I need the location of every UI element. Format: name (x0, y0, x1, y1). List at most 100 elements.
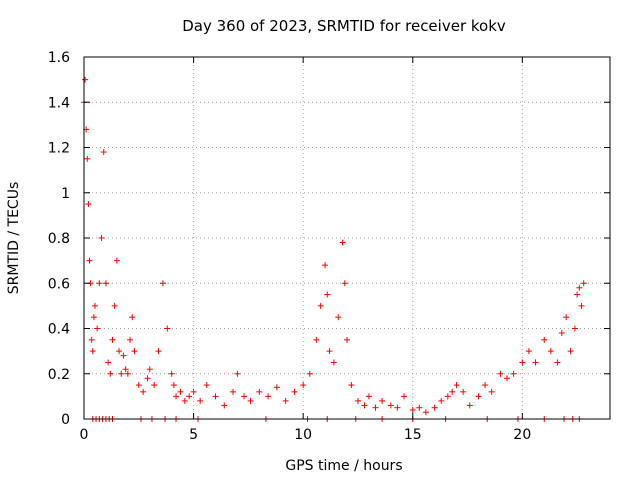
axis-ticks: 0 5 10 15 20 0 0.2 0.4 0.6 0.8 1 1.2 1.4 1.6 (48, 50, 610, 443)
grid-lines (84, 57, 610, 419)
data-points (81, 76, 587, 422)
y-tick-label: 1.4 (48, 95, 70, 111)
data-point (580, 280, 587, 287)
data-point (170, 382, 177, 389)
data-point (84, 155, 91, 162)
data-point (300, 382, 307, 389)
data-point (460, 388, 467, 395)
data-point (118, 370, 125, 377)
data-point (265, 393, 272, 400)
data-point (282, 397, 289, 404)
data-point (482, 382, 489, 389)
data-point (341, 280, 348, 287)
data-point (387, 402, 394, 409)
data-point (203, 382, 210, 389)
data-point (88, 336, 95, 343)
data-point (113, 257, 120, 264)
chart-title: Day 360 of 2023, SRMTID for receiver kok… (182, 17, 506, 35)
data-point (96, 280, 103, 287)
data-point (256, 388, 263, 395)
data-point (120, 352, 127, 359)
data-point (111, 302, 118, 309)
data-point (122, 366, 129, 373)
data-point (116, 348, 123, 355)
data-point (151, 382, 158, 389)
x-tick-label: 15 (404, 427, 422, 443)
x-tick-label: 10 (294, 427, 312, 443)
data-point (365, 393, 372, 400)
data-point (416, 404, 423, 411)
data-point (449, 388, 456, 395)
data-point (98, 235, 105, 241)
y-tick-label: 1 (61, 186, 70, 202)
data-point (131, 348, 138, 355)
data-point (313, 336, 320, 343)
data-point (488, 388, 495, 395)
data-point (127, 336, 134, 343)
y-axis-label: SRMTID / TECUs (6, 182, 22, 295)
x-tick-label: 0 (80, 427, 89, 443)
x-axis-label: GPS time / hours (285, 458, 402, 474)
data-point (146, 366, 153, 373)
data-point (525, 348, 532, 355)
data-point (422, 409, 429, 416)
data-point (168, 370, 175, 377)
data-point (335, 314, 342, 321)
data-point (164, 325, 171, 332)
y-tick-label: 0.8 (48, 231, 70, 247)
data-point (109, 336, 116, 343)
data-point (107, 370, 114, 377)
data-point (86, 257, 93, 264)
data-point (124, 370, 131, 377)
y-tick-label: 0.2 (48, 367, 70, 383)
data-point (100, 149, 107, 156)
data-point (197, 397, 204, 404)
data-point (291, 388, 298, 395)
y-tick-label: 0.4 (48, 322, 70, 338)
data-point (85, 201, 92, 208)
data-point (89, 348, 96, 355)
data-point (186, 393, 193, 400)
data-point (234, 370, 241, 377)
x-tick-label: 20 (513, 427, 531, 443)
data-point (324, 291, 331, 298)
data-point (135, 382, 142, 389)
y-tick-label: 1.6 (48, 50, 70, 66)
data-point (475, 393, 482, 400)
data-point (497, 370, 504, 377)
data-point (409, 406, 416, 413)
data-point (91, 302, 98, 309)
x-tick-label: 5 (189, 427, 198, 443)
data-point (554, 359, 561, 366)
data-point (379, 397, 386, 404)
y-tick-label: 0 (61, 412, 70, 428)
data-point (82, 76, 89, 83)
data-point (431, 404, 438, 411)
data-point (354, 397, 361, 404)
data-point (372, 404, 379, 411)
data-point (105, 359, 112, 366)
data-point (155, 348, 162, 355)
data-point (240, 393, 247, 400)
data-point (247, 397, 254, 404)
data-point (532, 359, 539, 366)
data-point (102, 280, 109, 287)
data-point (400, 393, 407, 400)
y-tick-label: 0.6 (48, 276, 70, 292)
data-point (90, 314, 97, 321)
data-point (547, 348, 554, 355)
data-point (453, 382, 460, 389)
data-point (348, 382, 355, 389)
data-point (558, 330, 565, 337)
data-point (177, 388, 184, 395)
plot-frame (83, 56, 611, 420)
data-point (361, 402, 368, 409)
data-point (576, 284, 583, 291)
data-point (273, 384, 280, 391)
data-point (129, 314, 136, 321)
data-point (230, 388, 237, 395)
data-point (212, 393, 219, 400)
data-point (190, 388, 197, 395)
data-point (578, 302, 585, 309)
